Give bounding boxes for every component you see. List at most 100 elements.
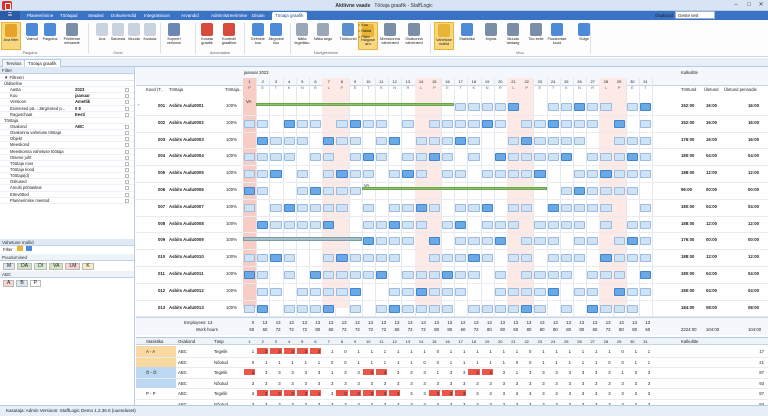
shift-cell[interactable] bbox=[574, 237, 586, 246]
shift-cell[interactable] bbox=[376, 136, 388, 145]
shift-cell[interactable] bbox=[389, 203, 401, 212]
menu-tab-8[interactable]: Tööaja graafik bbox=[272, 12, 307, 20]
shift-cell[interactable] bbox=[640, 220, 652, 229]
shift-cell[interactable] bbox=[442, 271, 454, 279]
shift-cell[interactable] bbox=[534, 136, 546, 145]
shift-cell[interactable] bbox=[455, 203, 467, 212]
shift-template-item[interactable]: LM bbox=[65, 263, 81, 270]
work-funnels-button[interactable]: Tööfunnid bbox=[338, 22, 358, 50]
shift-cell[interactable] bbox=[574, 254, 586, 263]
shift-cell[interactable] bbox=[323, 271, 335, 279]
shift-template-item[interactable]: A bbox=[3, 280, 15, 287]
shift-cell[interactable] bbox=[244, 187, 256, 195]
next-month-button[interactable]: Järgmine kuu bbox=[266, 22, 286, 50]
shift-cell[interactable] bbox=[296, 119, 308, 128]
shift-cell[interactable] bbox=[468, 203, 480, 212]
shift-cell[interactable] bbox=[587, 153, 599, 162]
filter-icon[interactable]: ▼ bbox=[4, 75, 10, 80]
shift-cell[interactable] bbox=[587, 271, 599, 279]
shift-cell[interactable] bbox=[640, 103, 652, 111]
dropdown-icon[interactable] bbox=[125, 192, 129, 197]
shift-cell[interactable] bbox=[640, 119, 652, 128]
shift-cell[interactable] bbox=[494, 304, 506, 313]
shift-cell[interactable] bbox=[547, 237, 559, 246]
shift-cell[interactable] bbox=[296, 187, 308, 195]
filter-row[interactable]: Kuu jaanuar bbox=[0, 93, 134, 100]
shift-cell[interactable] bbox=[270, 254, 282, 263]
shift-cell[interactable] bbox=[336, 187, 348, 195]
shift-cell[interactable] bbox=[362, 237, 374, 246]
employee-name[interactable]: Asbits Audu0010 bbox=[169, 254, 204, 260]
file-menu-button[interactable]: ☰ bbox=[0, 11, 20, 20]
delete-button[interactable]: Kustuta bbox=[140, 22, 160, 50]
shift-cell[interactable] bbox=[626, 237, 638, 246]
shift-cell[interactable] bbox=[244, 271, 256, 279]
shift-cell[interactable] bbox=[323, 187, 335, 195]
shift-cell[interactable] bbox=[468, 153, 480, 162]
shift-cell[interactable] bbox=[521, 287, 533, 296]
shift-cell[interactable] bbox=[402, 237, 414, 246]
shift-cell[interactable] bbox=[600, 203, 612, 212]
shift-cell[interactable] bbox=[257, 136, 269, 145]
shift-cell[interactable] bbox=[428, 271, 440, 279]
shift-cell[interactable] bbox=[560, 153, 572, 162]
shift-cell[interactable] bbox=[494, 170, 506, 179]
shift-cell[interactable] bbox=[468, 119, 480, 128]
employee-code[interactable]: 002 bbox=[158, 119, 166, 125]
view-radio-0[interactable]: ○ Kuu bbox=[358, 23, 369, 27]
dropdown-icon[interactable] bbox=[125, 124, 129, 129]
shift-cell[interactable] bbox=[494, 287, 506, 296]
shift-cell[interactable] bbox=[626, 287, 638, 296]
templates-grid-icon[interactable] bbox=[16, 246, 23, 251]
shift-cell[interactable] bbox=[296, 287, 308, 296]
shift-cell[interactable] bbox=[349, 119, 361, 128]
shift-cell[interactable] bbox=[468, 304, 480, 313]
shift-cell[interactable] bbox=[626, 220, 638, 229]
shift-cell[interactable] bbox=[468, 136, 480, 145]
shift-cell[interactable] bbox=[534, 220, 546, 229]
shift-cell[interactable] bbox=[389, 170, 401, 179]
shift-cell[interactable] bbox=[257, 187, 269, 195]
shift-cell[interactable] bbox=[244, 170, 256, 179]
shift-cell[interactable] bbox=[283, 304, 295, 313]
shift-cell[interactable] bbox=[626, 304, 638, 313]
shift-cell[interactable] bbox=[494, 220, 506, 229]
shift-cell[interactable] bbox=[521, 170, 533, 179]
shift-cell[interactable] bbox=[626, 170, 638, 179]
shift-cell[interactable] bbox=[494, 271, 506, 279]
shift-cell[interactable] bbox=[257, 304, 269, 313]
shift-cell[interactable] bbox=[508, 103, 520, 111]
shift-cell[interactable] bbox=[560, 304, 572, 313]
shift-cell[interactable] bbox=[534, 287, 546, 296]
shift-cell[interactable] bbox=[428, 304, 440, 313]
department-select[interactable]: Geste test bbox=[675, 11, 715, 19]
shift-cell[interactable] bbox=[257, 271, 269, 279]
shift-cell[interactable] bbox=[600, 254, 612, 263]
shift-cell[interactable] bbox=[455, 220, 467, 229]
employee-name[interactable]: Asbits Audu0012 bbox=[169, 287, 204, 293]
shift-cell[interactable] bbox=[323, 153, 335, 162]
col-header-uletund[interactable]: Ületund bbox=[704, 87, 719, 92]
shift-cell[interactable] bbox=[587, 287, 599, 296]
shift-cell[interactable] bbox=[547, 271, 559, 279]
filter-row[interactable]: Töötaja kood bbox=[0, 167, 134, 174]
shift-cell[interactable] bbox=[560, 103, 572, 111]
shift-cell[interactable] bbox=[600, 153, 612, 162]
shift-cell[interactable] bbox=[336, 254, 348, 263]
shift-cell[interactable] bbox=[362, 119, 374, 128]
shift-cell[interactable] bbox=[560, 187, 572, 195]
dropdown-icon[interactable] bbox=[125, 149, 129, 154]
shift-cell[interactable] bbox=[389, 237, 401, 246]
shift-cell[interactable] bbox=[521, 136, 533, 145]
shift-cell[interactable] bbox=[296, 170, 308, 179]
shift-cell[interactable] bbox=[415, 304, 427, 313]
shift-cell[interactable] bbox=[283, 271, 295, 279]
shift-cell[interactable] bbox=[600, 170, 612, 179]
shift-cell[interactable] bbox=[481, 304, 493, 313]
employee-code[interactable]: 005 bbox=[158, 170, 166, 176]
shift-cell[interactable] bbox=[481, 254, 493, 263]
shift-cell[interactable] bbox=[508, 220, 520, 229]
shift-cell[interactable] bbox=[402, 203, 414, 212]
shift-cell[interactable] bbox=[534, 304, 546, 313]
shift-cell[interactable] bbox=[349, 153, 361, 162]
